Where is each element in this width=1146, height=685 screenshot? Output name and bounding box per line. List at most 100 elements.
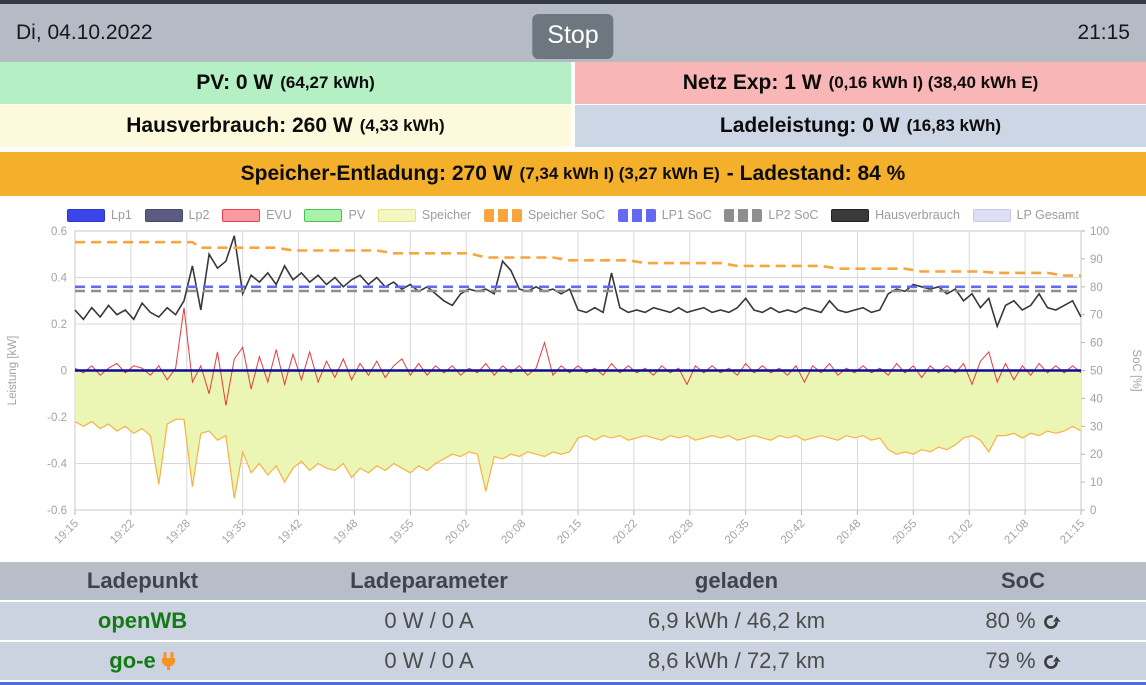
chargepoint-name: go-e [0, 648, 285, 674]
svg-text:0.2: 0.2 [51, 319, 67, 331]
svg-text:20:22: 20:22 [611, 518, 640, 547]
svg-text:19:15: 19:15 [52, 518, 81, 547]
legend-item-lp1-soc: LP1 SoC [617, 208, 712, 222]
legend-label-hausverbrauch: Hausverbrauch [875, 208, 960, 222]
pv-value: PV: 0 W [196, 71, 274, 94]
top-strip [0, 0, 1146, 4]
svg-text:19:48: 19:48 [332, 518, 361, 547]
soc-percent: 79 % [985, 648, 1036, 673]
charged-amount: 8,6 kWh / 72,7 km [647, 648, 826, 673]
svg-text:20:55: 20:55 [891, 518, 920, 547]
svg-text:SoC [%]: SoC [%] [1130, 349, 1142, 391]
grid-tile: Netz Exp: 1 W (0,16 kWh I) (38,40 kWh E) [575, 62, 1146, 104]
legend-label-speicher: Speicher [421, 208, 472, 222]
svg-text:20:48: 20:48 [835, 518, 864, 547]
legend-item-lp2-soc: LP2 SoC [724, 208, 818, 222]
svg-text:20:08: 20:08 [499, 518, 528, 547]
battery-tile: Speicher-Entladung: 270 W (7,34 kWh I) (… [0, 152, 1146, 196]
house-value: Hausverbrauch: 260 W [126, 114, 353, 137]
refresh-soc-icon[interactable] [1042, 612, 1061, 631]
legend-label-lp-gesamt: LP Gesamt [1016, 208, 1079, 222]
legend-swatch-lp2 [144, 208, 183, 222]
legend-item-hausverbrauch: Hausverbrauch [831, 208, 960, 222]
chargepoint-row: go-e 0 W / 0 A 8,6 kWh / 72,7 km 79 % [0, 642, 1146, 680]
power-soc-chart: 0.6 0.4 0.2 0 -0.2 -0.4 -0.619:15 19:22 19:28 19:… [7, 226, 1142, 547]
legend-label-lp1-soc: LP1 SoC [661, 208, 712, 222]
svg-text:21:02: 21:02 [947, 518, 976, 547]
svg-text:20:28: 20:28 [667, 518, 696, 547]
svg-text:30: 30 [1090, 421, 1103, 433]
svg-text:Leistung [kW]: Leistung [kW] [7, 336, 19, 406]
bottom-strip [0, 682, 1146, 685]
status-tiles: PV: 0 W (64,27 kWh) Netz Exp: 1 W (0,16 … [0, 62, 1146, 196]
legend-item-evu: EVU [222, 208, 292, 222]
col-header-soc: SoC [1001, 568, 1045, 593]
plug-icon [161, 651, 175, 670]
legend-item-lp1: Lp1 [67, 208, 132, 222]
chart-legend: Lp1 Lp2 EVU PV Speicher Speicher SoC LP1 SoC LP… [67, 205, 1079, 225]
refresh-soc-icon[interactable] [1042, 652, 1061, 671]
legend-label-lp2: Lp2 [188, 208, 210, 222]
svg-text:20:35: 20:35 [723, 518, 752, 547]
svg-text:20: 20 [1090, 449, 1103, 461]
charge-params: 0 W / 0 A [384, 648, 474, 673]
legend-label-lp2-soc: LP2 SoC [768, 208, 819, 222]
col-header-ladeparameter: Ladeparameter [350, 568, 508, 593]
svg-text:0.6: 0.6 [51, 226, 67, 238]
svg-text:19:42: 19:42 [276, 518, 305, 547]
chargepoint-table: Ladepunkt Ladeparameter geladen SoC open… [0, 562, 1146, 680]
pv-tile: PV: 0 W (64,27 kWh) [0, 62, 571, 104]
legend-item-lp2: Lp2 [144, 208, 210, 222]
chargepoint-row: openWB 0 W / 0 A 6,9 kWh / 46,2 km 80 % [0, 602, 1146, 640]
soc-percent: 80 % [985, 608, 1036, 633]
chargepoint-name: openWB [97, 608, 188, 633]
table-header-row: Ladepunkt Ladeparameter geladen SoC [0, 562, 1146, 600]
svg-text:0: 0 [1090, 505, 1096, 517]
legend-label-speicher-soc: Speicher SoC [527, 208, 606, 222]
svg-text:10: 10 [1090, 477, 1103, 489]
legend-swatch-hausverbrauch [831, 208, 870, 222]
svg-text:-0.2: -0.2 [47, 412, 67, 424]
svg-text:21:15: 21:15 [1058, 518, 1087, 547]
svg-text:100: 100 [1090, 226, 1109, 238]
charged-amount: 6,9 kWh / 46,2 km [647, 608, 826, 633]
charge-energy: (16,83 kWh) [906, 116, 1002, 135]
svg-text:0: 0 [61, 366, 67, 378]
svg-text:19:22: 19:22 [108, 518, 137, 547]
svg-text:-0.4: -0.4 [47, 459, 67, 471]
soc-value: 80 % [900, 608, 1146, 634]
svg-text:90: 90 [1090, 254, 1103, 266]
legend-item-speicher: Speicher [377, 208, 472, 222]
header-bar: Di, 04.10.2022 Stop 21:15 [0, 4, 1146, 62]
svg-text:20:15: 20:15 [555, 518, 584, 547]
legend-swatch-lp-gesamt [972, 208, 1011, 222]
grid-energy: (0,16 kWh I) (38,40 kWh E) [828, 73, 1039, 92]
charge-power-tile: Ladeleistung: 0 W (16,83 kWh) [575, 105, 1146, 147]
svg-text:70: 70 [1090, 310, 1103, 322]
date-label: Di, 04.10.2022 [16, 21, 153, 44]
svg-text:20:42: 20:42 [779, 518, 808, 547]
charge-params: 0 W / 0 A [384, 608, 474, 633]
svg-text:19:28: 19:28 [164, 518, 193, 547]
pv-energy: (64,27 kWh) [280, 73, 375, 92]
house-consumption-tile: Hausverbrauch: 260 W (4,33 kWh) [0, 105, 571, 147]
svg-text:80: 80 [1090, 282, 1103, 294]
legend-item-lp-gesamt: LP Gesamt [972, 208, 1079, 222]
legend-item-speicher-soc: Speicher SoC [483, 208, 606, 222]
grid-value: Netz Exp: 1 W [682, 71, 822, 94]
svg-text:-0.6: -0.6 [47, 505, 67, 517]
svg-text:40: 40 [1090, 393, 1103, 405]
legend-swatch-evu [222, 208, 261, 222]
soc-value: 79 % [900, 648, 1146, 674]
battery-energy: (7,34 kWh I) (3,27 kWh E) [519, 164, 720, 183]
svg-text:19:35: 19:35 [220, 518, 249, 547]
stop-button[interactable]: Stop [532, 14, 614, 59]
legend-label-pv: PV [348, 208, 366, 222]
legend-swatch-speicher-soc [483, 208, 522, 222]
svg-text:0.4: 0.4 [51, 273, 68, 285]
battery-value: Speicher-Entladung: 270 W [240, 162, 513, 185]
svg-text:60: 60 [1090, 338, 1103, 350]
svg-text:21:08: 21:08 [1002, 518, 1031, 547]
legend-swatch-speicher [377, 208, 416, 222]
